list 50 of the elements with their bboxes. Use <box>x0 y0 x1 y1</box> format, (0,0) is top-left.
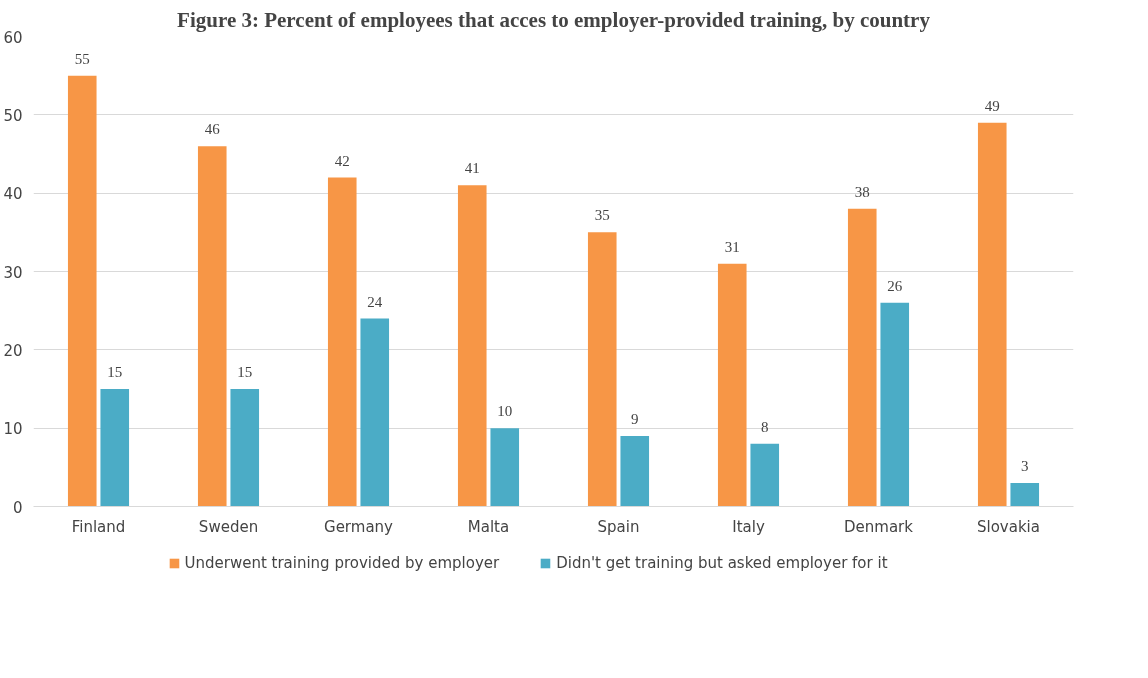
x-tick-label: Italy <box>732 517 765 536</box>
y-tick-label: 30 <box>3 263 23 282</box>
bar <box>457 185 487 507</box>
data-label: 15 <box>237 364 253 380</box>
bar <box>360 318 390 507</box>
legend-label: Underwent training provided by employer <box>184 554 500 572</box>
bar <box>327 177 357 507</box>
y-tick-label: 50 <box>3 106 23 125</box>
bar <box>490 428 520 507</box>
bar <box>977 122 1007 507</box>
y-tick-label: 60 <box>3 28 23 47</box>
data-label: 49 <box>984 97 1000 114</box>
x-tick-label: Sweden <box>198 517 259 536</box>
data-label: 10 <box>497 403 513 420</box>
data-label: 42 <box>334 152 350 169</box>
chart-title: Figure 3: Percent of employees that acces to employer-provided training, by country <box>177 7 931 32</box>
bar <box>847 208 877 507</box>
data-label: 3 <box>1021 458 1029 474</box>
data-label: 26 <box>887 277 903 294</box>
x-tick-label: Denmark <box>844 517 914 536</box>
bar <box>230 389 260 507</box>
bar <box>1010 483 1040 507</box>
bar <box>717 263 747 507</box>
x-tick-label: Spain <box>597 517 640 536</box>
bar <box>620 436 650 507</box>
data-label: 46 <box>204 121 221 138</box>
bar <box>100 389 130 507</box>
data-label: 9 <box>631 411 639 427</box>
x-tick-label: Malta <box>467 517 510 536</box>
bar <box>197 146 227 507</box>
y-tick-label: 20 <box>3 341 23 360</box>
x-tick-label: Finland <box>71 517 126 536</box>
data-label: 8 <box>761 418 769 435</box>
data-label: 38 <box>854 183 870 200</box>
y-tick-label: 40 <box>3 185 23 204</box>
legend-label: Didn't get training but asked employer for it <box>556 554 888 572</box>
data-label: 35 <box>594 207 610 224</box>
data-label: 41 <box>464 160 480 177</box>
bar <box>67 75 97 507</box>
y-tick-label: 10 <box>3 420 23 439</box>
bar <box>750 443 780 507</box>
data-label: 55 <box>74 50 90 67</box>
bar <box>587 232 617 507</box>
x-tick-label: Germany <box>324 517 394 536</box>
y-tick-label: 0 <box>12 498 23 517</box>
data-label: 24 <box>367 293 383 310</box>
data-label: 31 <box>724 238 740 255</box>
bar <box>880 302 910 507</box>
data-label: 15 <box>107 364 123 380</box>
x-tick-label: Slovakia <box>977 517 1040 536</box>
